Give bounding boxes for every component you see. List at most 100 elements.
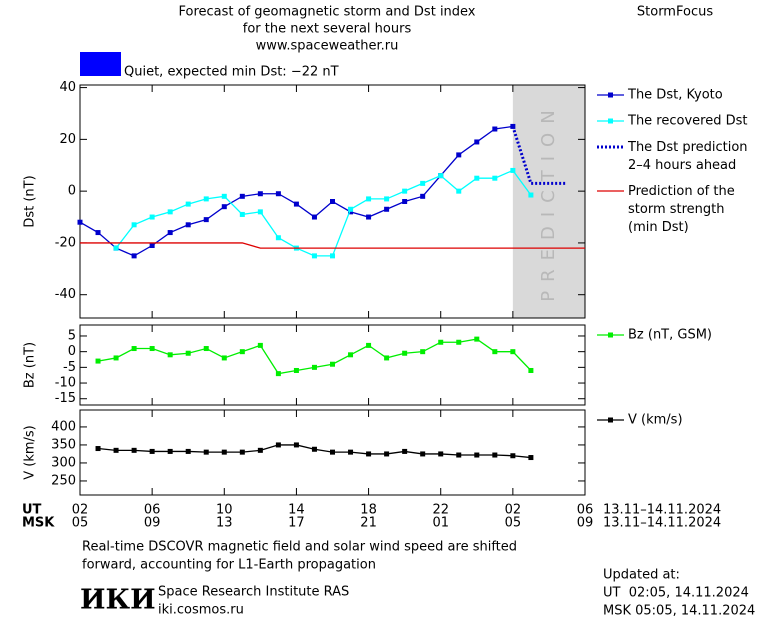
data-point [348,352,354,358]
date-range: 13.11–14.11.2024 [603,516,721,531]
data-point [149,346,155,352]
data-point [330,449,335,455]
subtitle: for the next several hours [243,22,412,37]
prediction-label: PREDICTION [538,101,559,301]
data-point [384,196,390,202]
x-tick-label: 02 [72,503,89,518]
data-point [185,448,191,454]
data-point [348,209,354,215]
data-point [221,449,227,455]
data-point [510,167,516,173]
data-point [366,451,372,457]
x-tick-label: 06 [577,503,594,518]
y-tick-label: 400 [51,419,76,434]
data-point [402,188,408,194]
series-line [115,169,532,257]
y-tick-label: 250 [51,473,76,488]
data-point [528,367,534,373]
data-point [149,243,155,249]
data-point [384,355,390,361]
x-tick-label: 09 [144,516,161,531]
data-point [221,355,227,361]
data-point [293,367,299,373]
data-point [492,126,498,132]
data-point [239,211,245,217]
data-point [330,253,335,259]
data-point [275,371,281,377]
data-point [185,222,191,228]
data-point [366,214,372,220]
prediction-zone [512,85,585,318]
data-point [239,449,245,455]
legend-label: The Dst, Kyoto [627,88,723,103]
data-point [510,349,516,355]
legend-label: Bz (nT, GSM) [628,328,712,343]
footer-note: Real-time DSCOVR magnetic field and sola… [82,540,517,555]
data-point [275,191,281,197]
x-tick-label: 10 [216,503,233,518]
data-point [77,219,83,225]
legend-marker [608,118,613,124]
data-point [420,193,426,199]
updated-title: Updated at: [603,568,680,583]
data-point [131,346,137,352]
x-tick-label: 02 [505,503,522,518]
data-point [149,448,155,454]
data-point [131,222,137,228]
data-point [113,355,119,361]
updated-ut: UT 02:05, 14.11.2024 [603,586,749,601]
logo: ИКИ [80,585,156,616]
data-point [257,447,263,453]
data-point [456,339,462,345]
x-tick-label: 21 [360,516,377,531]
data-point [420,180,426,186]
data-point [510,453,516,459]
footer-note: forward, accounting for L1-Earth propaga… [82,558,376,573]
institute: Space Research Institute RAS [158,585,349,600]
data-point [402,350,408,356]
brand: StormFocus [637,5,713,20]
data-point [185,350,191,356]
data-point [420,451,426,457]
data-point [438,451,444,457]
y-axis-label: V (km/s) [23,425,38,480]
data-point [311,364,317,370]
data-point [474,139,480,145]
data-point [203,217,209,223]
data-point [275,235,281,241]
data-point [113,447,119,453]
data-point [257,191,263,197]
data-point [330,199,335,204]
data-point [366,196,372,202]
y-tick-label: 0 [68,344,76,359]
data-point [311,214,317,220]
data-point [348,206,354,212]
time-axis-name: MSK [22,516,55,531]
x-tick-label: 01 [432,516,449,531]
y-axis-label: Dst (nT) [23,175,38,227]
updated-msk: MSK 05:05, 14.11.2024 [603,604,755,619]
legend-marker [608,332,613,338]
data-point [257,209,263,215]
x-tick-label: 22 [432,503,449,518]
data-point [293,201,299,207]
data-point [95,446,101,452]
data-point [456,188,462,194]
data-point [167,352,173,358]
data-point [474,175,480,181]
y-tick-label: 5 [68,328,76,343]
data-point [402,199,408,204]
legend-label: The recovered Dst [627,114,747,129]
data-point [330,361,335,367]
y-tick-label: -20 [55,235,76,250]
y-tick-label: -40 [55,287,76,302]
panel-frame [79,84,586,319]
site: iki.cosmos.ru [158,603,244,618]
data-point [348,449,354,455]
data-point [492,452,498,458]
data-point [474,452,480,458]
legend-label: The Dst prediction 2–4 hours ahead [627,140,748,173]
data-point [474,336,480,342]
data-point [275,442,281,448]
x-tick-label: 05 [505,516,522,531]
